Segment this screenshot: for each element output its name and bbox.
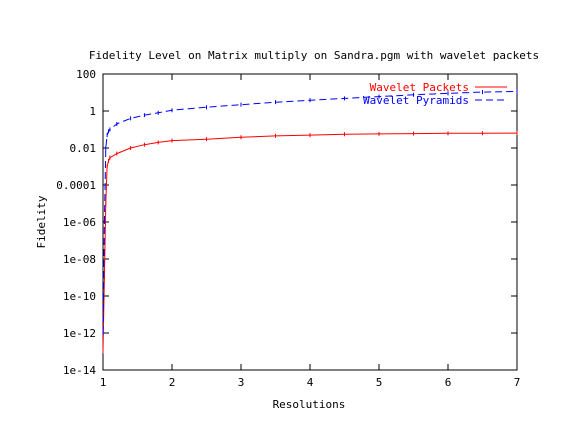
y-tick-label: 1 — [89, 105, 96, 118]
x-tick-label: 5 — [376, 376, 383, 389]
y-tick-label: 0.01 — [70, 142, 97, 155]
y-tick-label: 1e-10 — [63, 290, 96, 303]
x-tick-label: 4 — [307, 376, 314, 389]
series-line-1 — [102, 132, 518, 352]
legend-label-1: Wavelet Packets — [370, 81, 469, 94]
plot-frame — [102, 73, 518, 371]
series-layer — [102, 89, 518, 354]
legend-label-2: Wavelet Pyramids — [363, 94, 469, 107]
y-axis-label: Fidelity — [35, 195, 48, 248]
x-tick-label: 3 — [238, 376, 245, 389]
series-line-2 — [102, 90, 518, 334]
x-tick-label: 2 — [169, 376, 176, 389]
x-axis-label: Resolutions — [273, 398, 346, 411]
x-tick-label: 7 — [514, 376, 521, 389]
y-tick-label: 1e-12 — [63, 327, 96, 340]
chart-title: Fidelity Level on Matrix multiply on San… — [89, 49, 539, 62]
y-tick-label: 0.0001 — [56, 179, 96, 192]
x-tick-label: 1 — [100, 376, 107, 389]
x-tick-label: 6 — [445, 376, 452, 389]
y-tick-label: 100 — [76, 68, 96, 81]
y-tick-label: 1e-14 — [63, 364, 96, 377]
y-tick-label: 1e-06 — [63, 216, 96, 229]
y-tick-label: 1e-08 — [63, 253, 96, 266]
axis-ticks: 1 2 3 4 5 6 7 1e-14 1e-12 1e-10 1e-08 1e-06 0.0001 0.… — [56, 68, 520, 389]
